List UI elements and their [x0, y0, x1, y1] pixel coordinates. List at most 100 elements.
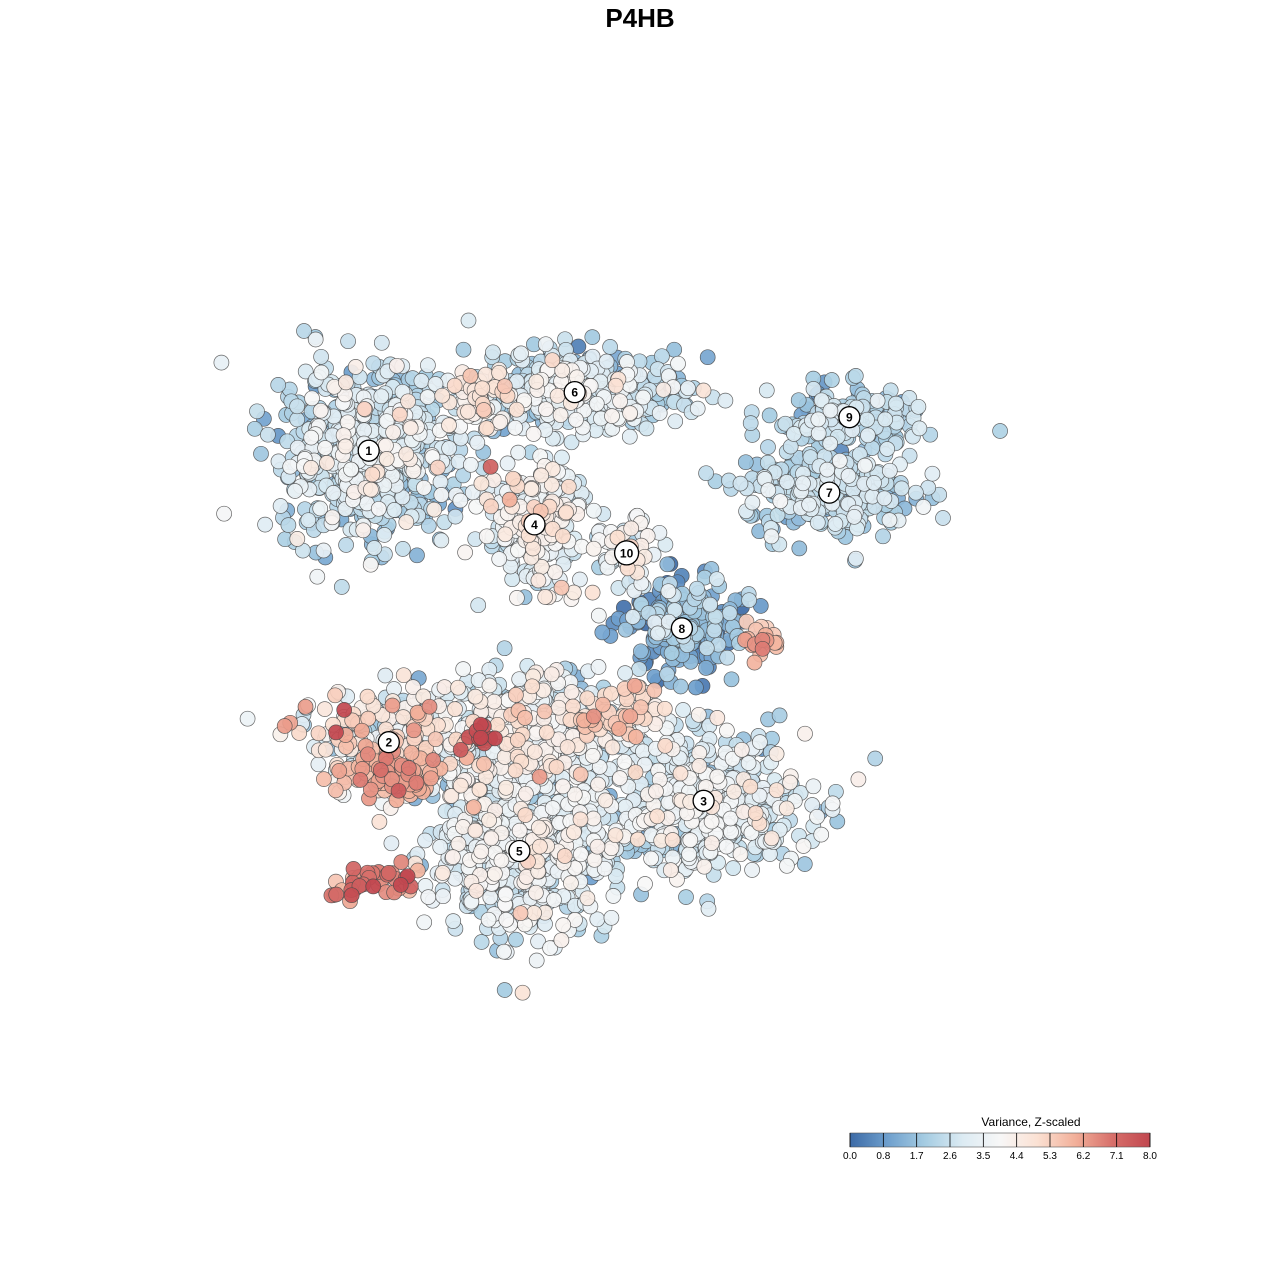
cell-point [537, 589, 554, 605]
cell-point [827, 516, 844, 532]
cell-point [672, 765, 689, 782]
cell-point [390, 782, 407, 799]
cell-point [761, 407, 778, 424]
cell-point [371, 813, 388, 830]
cell-point [893, 480, 910, 497]
cell-point [496, 943, 512, 960]
cell-point [659, 556, 676, 573]
cell-point [312, 500, 329, 517]
cell-point [239, 710, 256, 727]
cell-point [881, 462, 898, 479]
cell-point [546, 892, 562, 908]
cell-point [699, 349, 716, 366]
cell-point [331, 763, 348, 779]
cluster-label-2: 2 [377, 731, 400, 754]
cell-point [558, 504, 574, 521]
cell-point [790, 392, 807, 409]
cell-point [473, 934, 490, 950]
cell-point [667, 413, 684, 430]
cell-point [429, 459, 446, 476]
cell-point [910, 398, 927, 415]
cluster-label-text: 10 [620, 546, 634, 560]
cell-point [744, 494, 761, 511]
cell-point [365, 878, 382, 895]
cluster-label-text: 8 [679, 622, 686, 636]
cell-point [253, 445, 269, 462]
cell-point [633, 643, 649, 660]
cell-point [509, 732, 526, 748]
cell-point [435, 888, 451, 905]
cell-point [483, 498, 499, 515]
cell-point [300, 512, 317, 529]
cell-point [708, 571, 725, 588]
cell-point [272, 498, 289, 514]
cell-point [612, 393, 628, 410]
cell-point [378, 437, 394, 454]
cell-point [338, 374, 354, 391]
cell-point [445, 849, 461, 865]
cell-point [501, 491, 518, 508]
cell-point [514, 984, 531, 1001]
cluster-label-3: 3 [692, 789, 715, 812]
colorbar-tick-label: 4.4 [1010, 1151, 1024, 1162]
cell-point [481, 677, 498, 694]
cell-point [678, 889, 694, 905]
cell-point [831, 452, 848, 469]
cell-point [530, 933, 546, 950]
cell-point [370, 500, 387, 517]
cell-point [911, 420, 928, 437]
colorbar-tick-label: 1.7 [910, 1151, 924, 1162]
cell-point [483, 830, 500, 847]
cell-point [297, 363, 314, 380]
cell-point [496, 640, 513, 657]
cluster-label-8: 8 [670, 617, 694, 640]
cell-point [446, 377, 463, 394]
cell-point [482, 458, 499, 475]
cell-point [531, 768, 548, 785]
cell-point [824, 795, 841, 812]
cell-point [695, 382, 712, 399]
cell-point [531, 819, 547, 836]
cell-point [518, 785, 534, 802]
cell-point [746, 654, 763, 671]
cell-point [992, 423, 1008, 439]
cell-point [881, 512, 898, 528]
cell-point [309, 568, 326, 585]
cell-point [726, 783, 742, 800]
cell-point [597, 792, 614, 809]
chart-title: P4HB [605, 3, 674, 33]
cell-point [310, 756, 327, 773]
cell-point [303, 460, 319, 476]
cell-point [355, 522, 372, 539]
cluster-label-text: 7 [826, 486, 833, 500]
cell-point [646, 682, 663, 699]
cell-point [732, 846, 749, 863]
cell-point [635, 389, 652, 406]
cell-point [327, 782, 344, 799]
cell-point [698, 640, 715, 657]
cell-point [477, 366, 494, 383]
cell-point [434, 387, 451, 404]
cell-point [328, 724, 344, 741]
cell-point [452, 741, 469, 758]
cell-point [497, 526, 514, 543]
cell-point [649, 808, 666, 825]
cell-point [732, 475, 749, 492]
cluster-label-text: 9 [846, 411, 853, 425]
cell-point [416, 914, 433, 931]
cell-point [638, 420, 655, 437]
cell-point [441, 440, 457, 457]
cluster-label-4: 4 [523, 513, 546, 536]
cell-point [747, 805, 764, 821]
cell-point [467, 688, 484, 705]
cell-point [744, 862, 760, 878]
cell-point [317, 741, 334, 758]
cell-point [402, 420, 419, 436]
cell-point [698, 465, 714, 482]
cell-point [525, 426, 542, 442]
cell-point [819, 461, 836, 478]
cell-point [378, 451, 395, 467]
cell-point [480, 911, 497, 928]
cell-point [594, 624, 611, 641]
cell-point [246, 420, 263, 437]
